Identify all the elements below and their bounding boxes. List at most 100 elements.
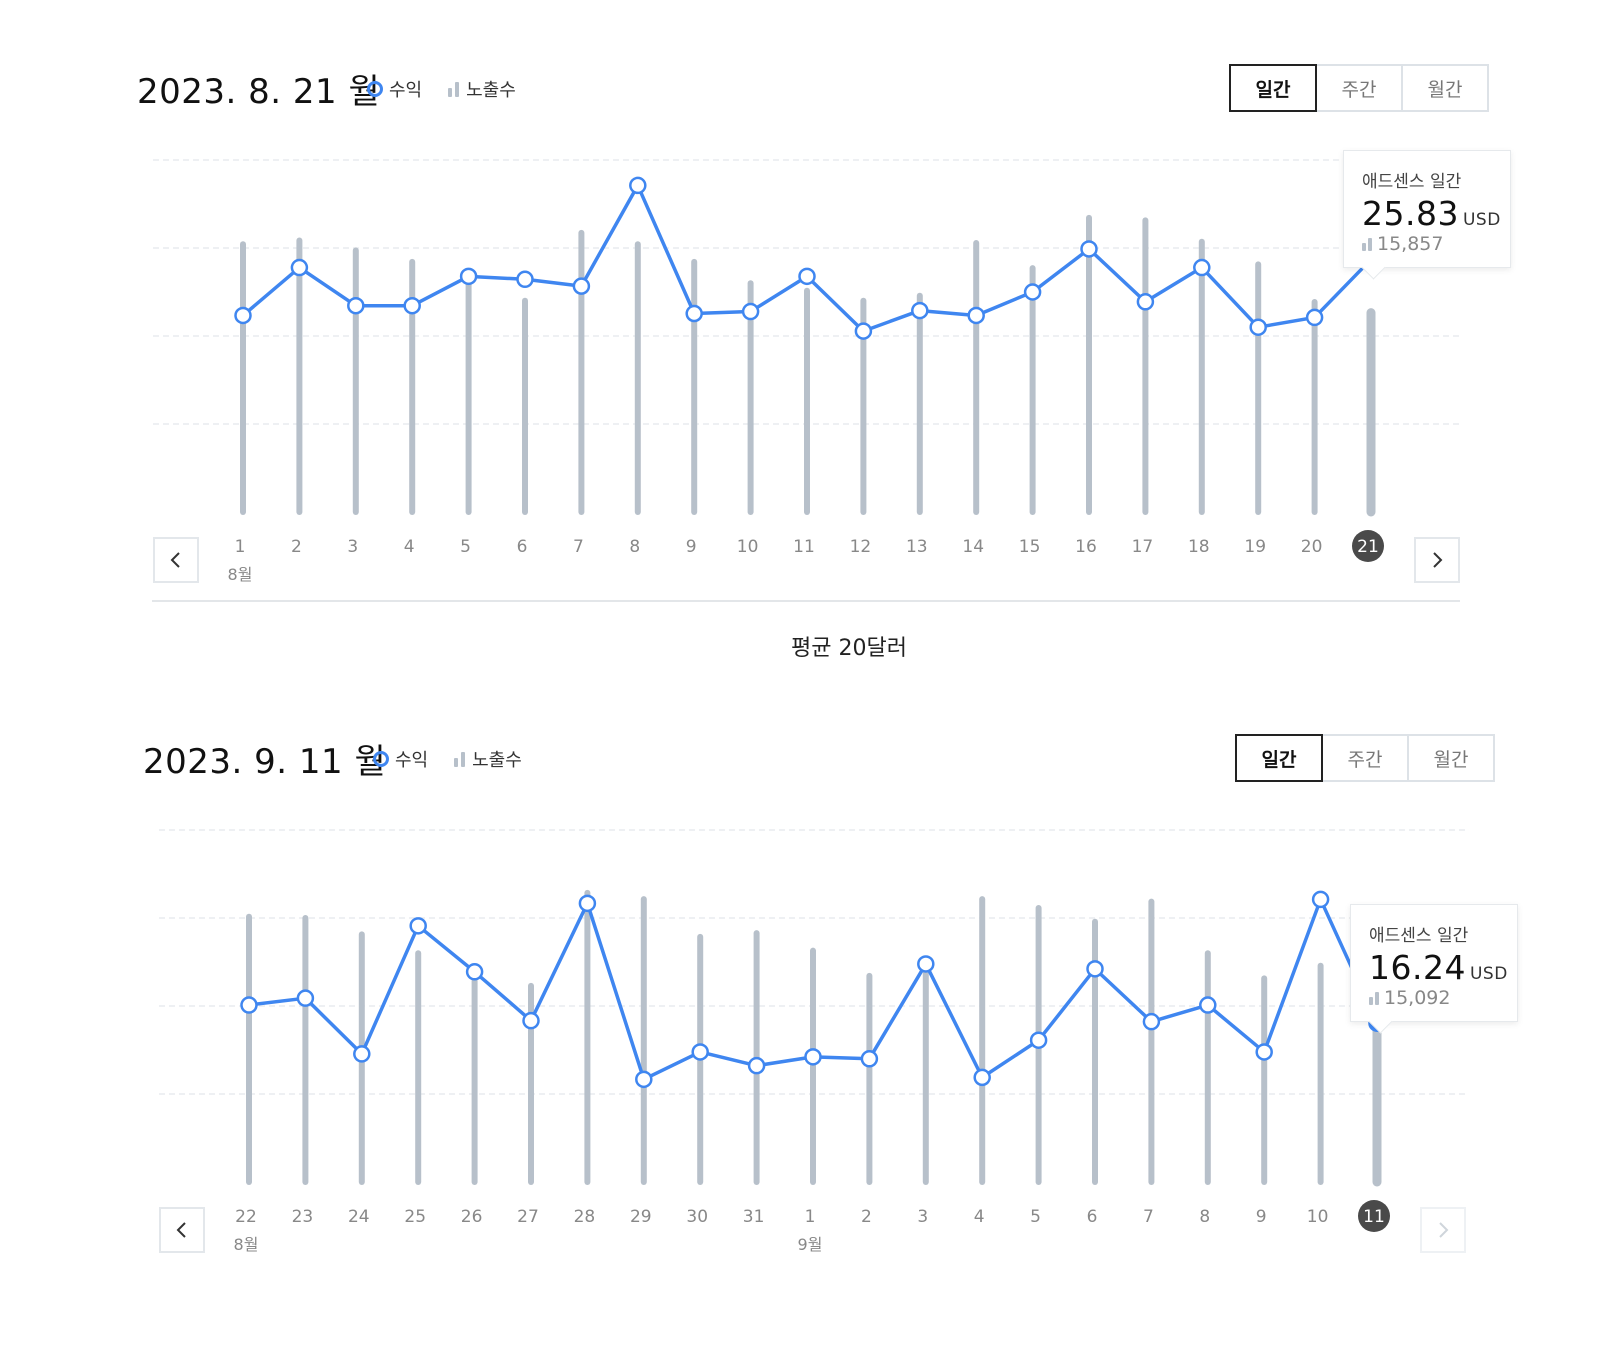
tooltip-unit: USD: [1462, 210, 1501, 230]
x-tick-label: 8: [629, 537, 640, 557]
selected-day-badge: [1358, 1200, 1390, 1232]
revenue-point: [860, 1050, 879, 1068]
legend-impressions: 노출수: [448, 76, 516, 102]
revenue-point: [1023, 283, 1042, 301]
x-tick-label: 5: [460, 537, 471, 557]
x-tick-label: 1: [805, 1207, 816, 1227]
prev-button[interactable]: [159, 1207, 205, 1253]
revenue-point: [240, 996, 258, 1014]
x-tick-label: 27: [517, 1207, 539, 1227]
legend-revenue: 수익: [373, 746, 428, 772]
toggle-monthly[interactable]: 월간: [1407, 734, 1495, 782]
x-tick-label: 30: [686, 1207, 708, 1227]
revenue-point: [1080, 240, 1098, 258]
legend: 수익 노출수: [373, 746, 548, 772]
x-tick-label: 9: [1256, 1207, 1267, 1227]
next-button[interactable]: [1414, 537, 1460, 583]
revenue-point: [798, 267, 816, 286]
tooltip: 애드센스 일간 16.24 USD 15,092: [1350, 904, 1518, 1034]
revenue-point: [1305, 308, 1324, 327]
revenue-point: [1142, 1012, 1161, 1031]
month-label: 8월: [234, 1235, 259, 1254]
revenue-point: [1086, 960, 1104, 978]
x-tick-label: 15: [1019, 537, 1041, 557]
revenue-point: [403, 296, 421, 315]
revenue-point: [629, 176, 647, 195]
x-tick-label: 4: [404, 537, 415, 557]
x-tick-label: 11: [793, 537, 815, 557]
tooltip-unit: USD: [1469, 964, 1508, 984]
revenue-point: [353, 1045, 371, 1063]
revenue-point: [1199, 996, 1217, 1014]
x-tick-label: 10: [737, 537, 759, 557]
revenue-point: [578, 894, 597, 913]
revenue-point: [234, 306, 252, 325]
x-tick-label: 20: [1301, 537, 1323, 557]
revenue-point: [917, 955, 935, 973]
x-tick-label: 8: [1199, 1207, 1210, 1227]
circle-icon: [367, 81, 383, 97]
x-tick-label: 26: [461, 1207, 483, 1227]
x-tick-label: 17: [1132, 537, 1154, 557]
revenue-point: [635, 1070, 653, 1089]
next-button[interactable]: [1420, 1207, 1466, 1253]
revenue-point: [804, 1048, 822, 1066]
revenue-point: [1249, 318, 1267, 336]
legend-revenue-label: 수익: [389, 80, 423, 101]
toggle-daily[interactable]: 일간: [1229, 64, 1317, 112]
revenue-point: [1311, 890, 1330, 909]
legend-impressions: 노출수: [454, 746, 522, 772]
tooltip-impressions: 15,092: [1384, 987, 1451, 1009]
tooltip-impressions: 15,857: [1377, 233, 1444, 255]
tooltip-impressions-row: 15,092: [1369, 987, 1517, 1009]
bar-chart-icon: [1369, 991, 1379, 1005]
x-tick-label: 4: [974, 1207, 985, 1227]
revenue-point: [459, 267, 478, 286]
toggle-weekly[interactable]: 주간: [1315, 64, 1403, 112]
tooltip-impressions-row: 15,857: [1362, 233, 1510, 255]
legend-impressions-label: 노출수: [466, 80, 516, 101]
tooltip-label: 애드센스 일간: [1369, 926, 1469, 946]
month-label: 8월: [228, 565, 253, 584]
tooltip-label: 애드센스 일간: [1362, 172, 1462, 192]
x-tick-label: 5: [1030, 1207, 1041, 1227]
revenue-point: [572, 277, 591, 295]
toggle-daily[interactable]: 일간: [1235, 734, 1323, 782]
revenue-point: [685, 304, 703, 323]
toggle-weekly[interactable]: 주간: [1321, 734, 1409, 782]
revenue-point: [465, 963, 484, 981]
x-tick-label: 7: [1143, 1207, 1154, 1227]
revenue-point: [296, 989, 315, 1007]
month-label: 9월: [798, 1235, 823, 1254]
prev-button[interactable]: [153, 537, 199, 583]
x-tick-label: 21: [1357, 537, 1379, 557]
x-tick-label: 23: [292, 1207, 314, 1227]
x-tick-label: 3: [917, 1207, 928, 1227]
x-tick-label: 29: [630, 1207, 652, 1227]
x-tick-label: 9: [686, 537, 697, 557]
x-tick-label: 2: [861, 1207, 872, 1227]
chart-panel-2: 2023. 9. 11 월 수익 노출수 일간 주간 월간 22 23 24 25 26…: [0, 700, 1624, 1352]
tooltip-value: 16.24: [1369, 948, 1466, 987]
x-tick-label: 25: [404, 1207, 426, 1227]
x-tick-label: 3: [347, 537, 358, 557]
x-tick-label: 6: [517, 537, 528, 557]
revenue-point: [409, 917, 427, 935]
revenue-point: [967, 306, 985, 325]
revenue-point: [854, 322, 873, 340]
date-title: 2023. 9. 11 월: [143, 742, 387, 782]
toggle-monthly[interactable]: 월간: [1401, 64, 1489, 112]
x-tick-label: 10: [1307, 1207, 1329, 1227]
x-tick-label: 16: [1075, 537, 1097, 557]
selected-day-badge: [1352, 530, 1384, 562]
x-tick-label: 11: [1363, 1207, 1385, 1227]
period-toggle: 일간 주간 월간: [1235, 734, 1495, 782]
legend-impressions-label: 노출수: [472, 750, 522, 771]
legend-revenue: 수익: [367, 76, 422, 102]
tooltip-value: 25.83: [1362, 194, 1459, 233]
legend: 수익 노출수: [367, 76, 542, 102]
tooltip-value-row: 25.83 USD: [1362, 194, 1510, 233]
chevron-right-icon: [1433, 552, 1443, 568]
x-tick-label: 12: [850, 537, 872, 557]
